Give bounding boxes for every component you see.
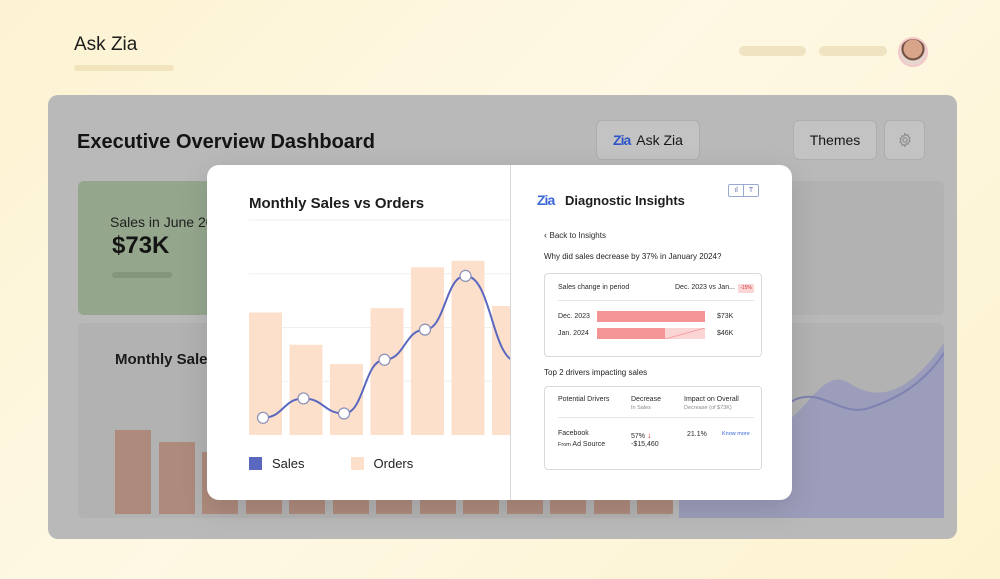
zia-logo-icon: Zia (613, 132, 631, 148)
orders-bar[interactable] (492, 306, 510, 435)
driver-name: Facebook (558, 430, 589, 437)
orders-bar[interactable] (330, 364, 363, 435)
chart-view-icon[interactable]: ıl (729, 185, 744, 196)
jan-bar (597, 328, 665, 339)
kpi-placeholder-bar (112, 272, 172, 278)
user-avatar[interactable] (898, 37, 928, 67)
col-decrease-sub: In Sales (631, 405, 651, 411)
sales-point[interactable] (297, 392, 310, 405)
know-more-link[interactable]: Know more (722, 431, 750, 437)
dec-bar (597, 311, 705, 322)
insight-question: Why did sales decrease by 37% in January… (544, 252, 722, 261)
legend-swatch-orders (350, 457, 364, 470)
sales-point[interactable] (459, 269, 472, 283)
sales-change-label: Sales change in period (558, 284, 630, 291)
legend-swatch-sales (249, 457, 262, 470)
col-impact: Impact on Overall (684, 396, 739, 403)
drivers-title: Top 2 drivers impacting sales (544, 368, 648, 377)
kpi-value: $73K (112, 232, 170, 259)
insights-title: Diagnostic Insights (565, 193, 685, 208)
legend-label-orders: Orders (373, 456, 414, 471)
row-value-dec: $73K (717, 313, 734, 320)
orders-bar[interactable] (411, 267, 444, 435)
col-decrease: Decrease (631, 396, 661, 403)
text-view-icon[interactable]: T (748, 187, 754, 194)
ask-zia-button[interactable]: Zia Ask Zia (596, 120, 700, 160)
modal-divider (510, 165, 511, 500)
back-to-insights-link[interactable]: ‹ Back to Insights (544, 230, 606, 240)
insights-modal: Monthly Sales vs Orders Sales Orders Zia… (207, 165, 792, 500)
sales-orders-chart (249, 219, 510, 435)
chart-area (207, 165, 510, 500)
title-underline-placeholder (74, 65, 174, 71)
bg-bar (158, 442, 195, 514)
driver-source: From Ad Source (558, 441, 605, 448)
gear-icon (898, 132, 911, 148)
settings-button[interactable] (884, 120, 925, 160)
driver-source-prefix: From (558, 442, 571, 448)
sales-point[interactable] (418, 323, 432, 336)
header-placeholder-pill (819, 46, 887, 56)
orders-bar[interactable] (451, 260, 485, 435)
decline-hint-line (665, 328, 705, 339)
kpi-label: Sales in June 2024 (110, 214, 230, 230)
sales-change-period: Dec. 2023 vs Jan... (675, 284, 735, 291)
bg-bar (115, 430, 151, 514)
row-label-dec: Dec. 2023 (558, 313, 590, 320)
ask-zia-label: Ask Zia (636, 132, 683, 148)
separator (558, 417, 754, 418)
arrow-down-icon: ↓ (646, 430, 652, 440)
change-badge: -15% (738, 284, 754, 293)
themes-button[interactable]: Themes (793, 120, 877, 160)
chart-legend: Sales Orders (249, 456, 413, 471)
row-label-jan: Jan. 2024 (558, 330, 589, 337)
separator (558, 300, 754, 301)
decrease-pct: 57% ↓ (631, 430, 651, 440)
decrease-pct-value: 57% (631, 433, 646, 440)
col-potential-drivers: Potential Drivers (558, 396, 610, 403)
drivers-table (544, 386, 762, 470)
driver-source-label: Ad Source (572, 441, 606, 448)
header-placeholder-pill (739, 46, 806, 56)
sales-point[interactable] (256, 411, 270, 424)
back-link-label: Back to Insights (549, 231, 606, 240)
legend-label-sales: Sales (272, 456, 305, 471)
chevron-left-icon: ‹ (544, 230, 550, 240)
impact-value: 21.1% (687, 431, 707, 438)
themes-label: Themes (809, 132, 861, 148)
view-toggle[interactable]: ıl T (728, 184, 759, 197)
orders-bar[interactable] (289, 344, 323, 435)
dashboard-title: Executive Overview Dashboard (77, 131, 375, 153)
chart-title: Monthly Sales vs Orders (249, 195, 425, 212)
col-impact-sub: Decrease (of $73K) (684, 405, 732, 411)
app-title: Ask Zia (74, 34, 138, 55)
decrease-amount: -$15,460 (631, 441, 659, 448)
sales-point[interactable] (337, 407, 351, 420)
zia-logo-icon: Zia (537, 192, 555, 208)
orders-bar[interactable] (370, 308, 404, 435)
row-value-jan: $46K (717, 330, 734, 337)
sales-point[interactable] (378, 353, 391, 366)
